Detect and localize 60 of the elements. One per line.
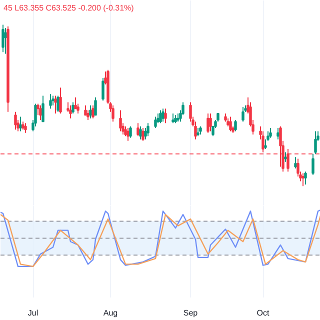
candlestick [284, 152, 287, 162]
candlestick [156, 112, 160, 124]
candlestick [4, 27, 7, 54]
candlestick [102, 77, 104, 102]
candlestick [34, 103, 37, 127]
candlestick [92, 104, 94, 119]
candlestick [229, 116, 232, 132]
candlestick [42, 95, 44, 122]
candlestick [19, 116, 22, 132]
candlestick [142, 128, 144, 142]
candlestick [24, 122, 27, 134]
candlestick [112, 104, 114, 122]
text: 45 L63.355 C63.525 -0.200 (-0.31%) [4, 4, 134, 12]
candlestick [136, 122, 140, 137]
candlestick [279, 126, 282, 168]
candlestick [94, 96, 97, 116]
candlestick [69, 104, 72, 119]
candlestick [36, 103, 40, 116]
candlestick [154, 116, 157, 129]
candlestick [234, 119, 237, 132]
candlestick [304, 171, 307, 186]
candlestick [302, 172, 304, 187]
candlestick [49, 94, 52, 110]
candlestick [14, 111, 17, 130]
candlestick [162, 108, 164, 122]
candlestick [139, 126, 142, 140]
candlestick [262, 130, 264, 153]
candlestick [39, 104, 42, 120]
candlestick [72, 102, 74, 114]
candlestick [312, 153, 314, 176]
candlestick [124, 126, 127, 137]
candlestick [189, 102, 192, 122]
candlestick [286, 148, 290, 172]
candlestick [52, 95, 54, 106]
x-tick-label: Jul [28, 308, 38, 318]
candlestick [159, 110, 162, 124]
x-tick-label: Sep [183, 308, 198, 318]
x-tick-label: Aug [103, 308, 118, 318]
candlestick [86, 110, 90, 120]
candlestick [74, 96, 77, 110]
candlestick [314, 130, 317, 154]
candlestick [126, 128, 130, 142]
candlestick [242, 106, 244, 122]
candlestick [146, 122, 150, 137]
candlestick [119, 110, 122, 132]
candlestick [276, 128, 280, 140]
candlestick [294, 156, 297, 169]
candlestick [84, 104, 87, 116]
candlestick [2, 24, 4, 53]
candlestick [89, 104, 92, 119]
candlestick [59, 87, 62, 114]
x-tick-label: Oct [256, 308, 270, 318]
candlestick [209, 112, 212, 132]
candlestick [269, 128, 272, 138]
candlestick [172, 112, 174, 124]
candlestick [56, 95, 60, 112]
candlestick [164, 108, 167, 124]
candlestick [54, 95, 57, 114]
candlestick [129, 126, 132, 138]
candlestick [206, 112, 210, 134]
